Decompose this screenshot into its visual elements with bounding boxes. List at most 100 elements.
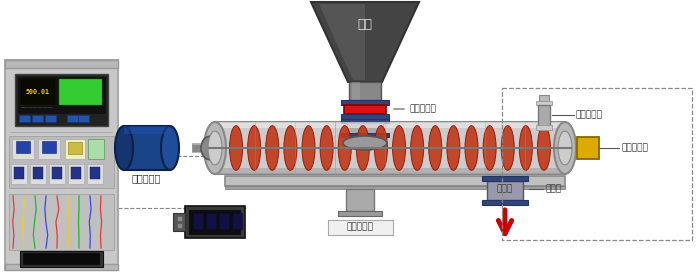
Bar bbox=[19, 115, 30, 122]
Text: 测速传感器: 测速传感器 bbox=[621, 144, 648, 153]
Ellipse shape bbox=[483, 126, 496, 170]
Ellipse shape bbox=[429, 126, 442, 170]
Ellipse shape bbox=[115, 126, 133, 170]
Bar bbox=[15, 74, 108, 126]
Bar bbox=[215, 122, 565, 174]
Bar bbox=[71, 167, 81, 179]
Bar bbox=[33, 167, 43, 179]
Ellipse shape bbox=[248, 126, 260, 170]
Ellipse shape bbox=[284, 126, 297, 170]
Bar bbox=[16, 141, 30, 153]
Bar bbox=[539, 95, 549, 101]
Bar bbox=[14, 167, 24, 179]
Bar bbox=[189, 210, 241, 235]
Bar bbox=[5, 60, 118, 270]
Bar bbox=[341, 119, 389, 123]
Text: 500.01: 500.01 bbox=[26, 89, 50, 95]
Text: ─────────────: ───────────── bbox=[20, 106, 52, 110]
Bar bbox=[225, 176, 565, 186]
Ellipse shape bbox=[554, 122, 576, 174]
Ellipse shape bbox=[266, 126, 279, 170]
Bar bbox=[185, 206, 245, 238]
Bar bbox=[344, 105, 386, 114]
Bar bbox=[30, 164, 46, 184]
Text: 出料口: 出料口 bbox=[497, 185, 513, 194]
Bar bbox=[173, 213, 185, 231]
Ellipse shape bbox=[393, 126, 405, 170]
Bar bbox=[49, 164, 65, 184]
Ellipse shape bbox=[411, 126, 424, 170]
Bar bbox=[5, 264, 118, 270]
Bar bbox=[482, 176, 528, 181]
FancyBboxPatch shape bbox=[328, 219, 393, 235]
Bar bbox=[124, 126, 170, 170]
Bar bbox=[215, 122, 565, 128]
Bar bbox=[536, 101, 552, 105]
Bar bbox=[52, 167, 62, 179]
Bar bbox=[87, 164, 103, 184]
Ellipse shape bbox=[343, 136, 387, 150]
Bar bbox=[487, 181, 523, 200]
Bar bbox=[45, 115, 56, 122]
Bar bbox=[38, 139, 60, 159]
Text: 称重传感器: 称重传感器 bbox=[576, 111, 603, 120]
Text: 螺旋秤底座: 螺旋秤底座 bbox=[346, 222, 373, 232]
Ellipse shape bbox=[374, 126, 388, 170]
Ellipse shape bbox=[501, 126, 514, 170]
Bar bbox=[5, 60, 118, 68]
Ellipse shape bbox=[161, 126, 179, 170]
Ellipse shape bbox=[447, 126, 460, 170]
Ellipse shape bbox=[356, 126, 370, 170]
Bar bbox=[20, 79, 56, 105]
Bar bbox=[338, 211, 382, 216]
Bar bbox=[347, 123, 383, 133]
Ellipse shape bbox=[230, 126, 243, 170]
Bar bbox=[20, 251, 103, 267]
Bar bbox=[341, 114, 389, 119]
Text: 料仓: 料仓 bbox=[358, 18, 372, 31]
Bar bbox=[482, 200, 528, 205]
Bar bbox=[341, 133, 389, 137]
Ellipse shape bbox=[538, 126, 550, 170]
Bar bbox=[346, 189, 374, 211]
Polygon shape bbox=[319, 4, 365, 80]
Polygon shape bbox=[311, 2, 419, 82]
Ellipse shape bbox=[208, 131, 222, 165]
Bar bbox=[345, 137, 385, 145]
Bar bbox=[88, 139, 104, 159]
Bar bbox=[9, 136, 114, 188]
Bar bbox=[193, 213, 203, 229]
Bar bbox=[177, 216, 182, 221]
Text: 软连接: 软连接 bbox=[545, 185, 561, 194]
Ellipse shape bbox=[558, 131, 572, 165]
Bar bbox=[124, 126, 170, 134]
Bar bbox=[18, 77, 105, 113]
Bar bbox=[225, 186, 565, 189]
Bar bbox=[23, 253, 100, 265]
Bar bbox=[32, 115, 43, 122]
Bar bbox=[341, 100, 389, 105]
Bar bbox=[68, 142, 82, 154]
Text: 软连接: 软连接 bbox=[407, 123, 423, 133]
Bar bbox=[90, 167, 100, 179]
Bar bbox=[219, 213, 229, 229]
Bar bbox=[65, 139, 85, 159]
Ellipse shape bbox=[302, 126, 315, 170]
Bar bbox=[67, 115, 78, 122]
Text: 电机减速机: 电机减速机 bbox=[132, 173, 161, 183]
Ellipse shape bbox=[204, 122, 226, 174]
Bar bbox=[11, 164, 27, 184]
Ellipse shape bbox=[338, 126, 351, 170]
Ellipse shape bbox=[201, 136, 219, 160]
Bar bbox=[536, 125, 552, 130]
Text: 螺旋秤闸门: 螺旋秤闸门 bbox=[409, 104, 436, 114]
Ellipse shape bbox=[519, 126, 533, 170]
Bar bbox=[9, 194, 114, 250]
Bar bbox=[352, 82, 360, 100]
Bar bbox=[206, 213, 216, 229]
Bar bbox=[68, 164, 84, 184]
Bar bbox=[177, 223, 182, 228]
Bar bbox=[59, 79, 102, 105]
Bar bbox=[538, 105, 550, 127]
Ellipse shape bbox=[320, 126, 333, 170]
